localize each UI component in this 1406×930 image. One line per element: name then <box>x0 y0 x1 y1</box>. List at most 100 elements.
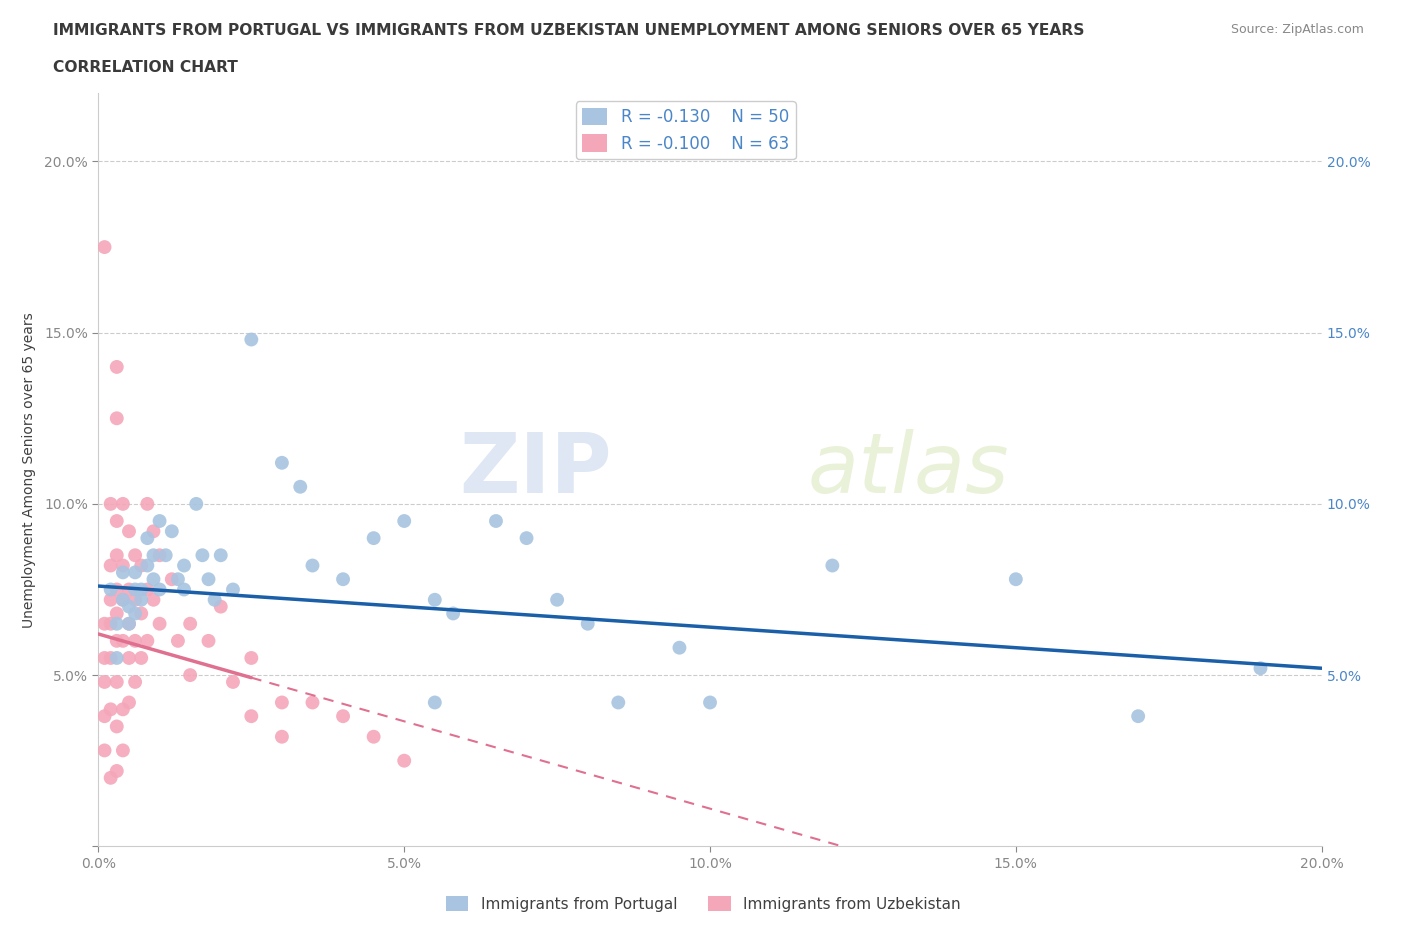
Point <box>93 743 115 758</box>
Point <box>105 617 128 631</box>
Text: Source: ZipAtlas.com: Source: ZipAtlas.com <box>1230 23 1364 36</box>
Point <box>124 606 146 621</box>
Point <box>93 240 115 255</box>
Point <box>105 719 128 734</box>
Point <box>423 695 446 710</box>
Point <box>423 592 446 607</box>
Point <box>160 572 183 587</box>
Point <box>100 582 122 597</box>
Point <box>197 572 219 587</box>
Text: ZIP: ZIP <box>460 429 612 511</box>
Point <box>100 702 122 717</box>
Text: IMMIGRANTS FROM PORTUGAL VS IMMIGRANTS FROM UZBEKISTAN UNEMPLOYMENT AMONG SENIOR: IMMIGRANTS FROM PORTUGAL VS IMMIGRANTS F… <box>53 23 1085 38</box>
Point <box>1128 709 1150 724</box>
Point <box>142 592 165 607</box>
Point <box>105 582 128 597</box>
Point <box>149 582 172 597</box>
Point <box>105 674 128 689</box>
Legend: R = -0.130    N = 50, R = -0.100    N = 63: R = -0.130 N = 50, R = -0.100 N = 63 <box>575 101 796 159</box>
Point <box>149 617 172 631</box>
Point <box>149 548 172 563</box>
Point <box>100 497 122 512</box>
Point <box>546 592 568 607</box>
Point <box>301 558 323 573</box>
Point <box>155 548 177 563</box>
Point <box>105 633 128 648</box>
Point <box>124 633 146 648</box>
Point <box>124 548 146 563</box>
Point <box>118 695 141 710</box>
Point <box>142 548 165 563</box>
Point <box>222 674 245 689</box>
Point <box>173 558 195 573</box>
Point <box>129 651 152 666</box>
Y-axis label: Unemployment Among Seniors over 65 years: Unemployment Among Seniors over 65 years <box>22 312 35 628</box>
Point <box>111 497 134 512</box>
Point <box>485 513 508 528</box>
Point <box>118 524 141 538</box>
Point <box>129 606 152 621</box>
Point <box>222 582 245 597</box>
Point <box>118 617 141 631</box>
Point <box>93 651 115 666</box>
Point <box>100 651 122 666</box>
Point <box>136 633 159 648</box>
Point <box>136 497 159 512</box>
Point <box>100 617 122 631</box>
Point <box>149 513 172 528</box>
Point <box>111 565 134 579</box>
Point <box>160 524 183 538</box>
Point <box>441 606 464 621</box>
Point <box>93 617 115 631</box>
Point <box>1249 661 1271 676</box>
Point <box>93 674 115 689</box>
Point <box>118 617 141 631</box>
Point <box>124 674 146 689</box>
Point <box>240 709 263 724</box>
Point <box>129 558 152 573</box>
Point <box>142 572 165 587</box>
Point <box>668 640 690 655</box>
Point <box>118 582 141 597</box>
Point <box>167 572 190 587</box>
Point <box>105 411 128 426</box>
Point <box>209 599 232 614</box>
Point <box>576 617 599 631</box>
Point <box>136 558 159 573</box>
Point <box>197 633 219 648</box>
Point <box>118 599 141 614</box>
Point <box>111 592 134 607</box>
Point <box>100 592 122 607</box>
Point <box>111 558 134 573</box>
Point <box>209 548 232 563</box>
Point <box>100 770 122 785</box>
Point <box>392 753 416 768</box>
Point <box>204 592 226 607</box>
Point <box>607 695 630 710</box>
Point <box>105 606 128 621</box>
Point <box>240 651 263 666</box>
Point <box>332 572 354 587</box>
Legend: Immigrants from Portugal, Immigrants from Uzbekistan: Immigrants from Portugal, Immigrants fro… <box>440 889 966 918</box>
Text: CORRELATION CHART: CORRELATION CHART <box>53 60 238 75</box>
Point <box>100 558 122 573</box>
Point <box>270 456 292 471</box>
Text: atlas: atlas <box>808 429 1010 511</box>
Point <box>105 513 128 528</box>
Point <box>111 702 134 717</box>
Point <box>136 531 159 546</box>
Point <box>136 582 159 597</box>
Point <box>392 513 416 528</box>
Point <box>124 565 146 579</box>
Point <box>118 651 141 666</box>
Point <box>1004 572 1026 587</box>
Point <box>290 479 312 494</box>
Point <box>173 582 195 597</box>
Point <box>124 592 146 607</box>
Point <box>93 709 115 724</box>
Point <box>111 743 134 758</box>
Point <box>363 531 385 546</box>
Point <box>179 668 201 683</box>
Point <box>516 531 538 546</box>
Point <box>186 497 208 512</box>
